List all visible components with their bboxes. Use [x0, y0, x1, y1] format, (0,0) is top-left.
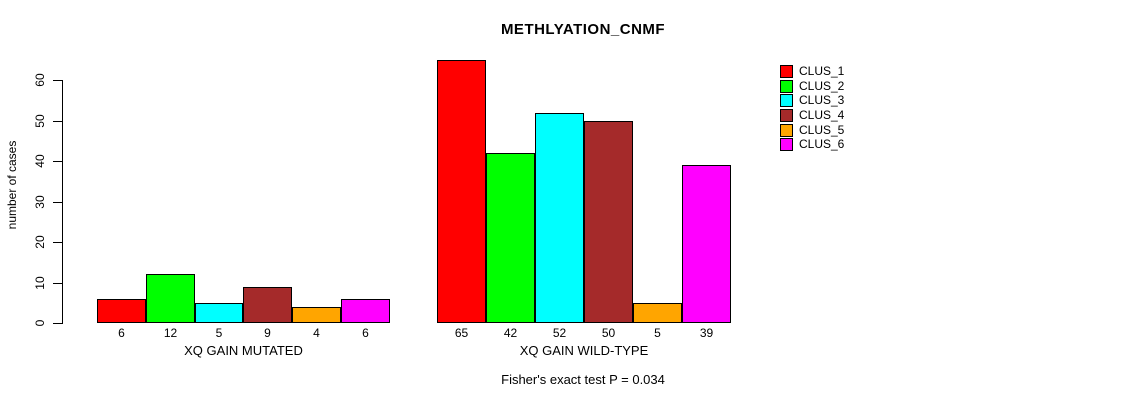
y-tick [53, 242, 62, 243]
y-tick-label: 10 [33, 276, 47, 290]
legend-swatch-clus_1 [780, 65, 793, 78]
bar-clus_3 [195, 303, 243, 323]
bar-value-label: 42 [503, 326, 518, 340]
bar-clus_6 [682, 165, 731, 323]
legend-swatch-clus_6 [780, 138, 793, 151]
bar-value-label: 5 [215, 326, 223, 340]
bar-clus_2 [146, 274, 195, 323]
legend-label: CLUS_5 [799, 123, 845, 137]
y-tick-label: 20 [33, 235, 47, 249]
group-label: XQ GAIN WILD-TYPE [519, 343, 649, 358]
bar-clus_3 [535, 113, 584, 323]
bar-value-label: 12 [163, 326, 178, 340]
bar-value-label: 39 [699, 326, 714, 340]
bar-value-label: 9 [264, 326, 271, 340]
legend-swatch-clus_3 [780, 94, 793, 107]
y-tick [53, 161, 62, 162]
bar-clus_1 [437, 60, 486, 323]
legend-label: CLUS_6 [799, 137, 845, 151]
group-label: XQ GAIN MUTATED [184, 343, 303, 358]
y-tick-label: 40 [33, 154, 47, 168]
bar-value-label: 6 [362, 326, 369, 340]
legend-label: CLUS_4 [799, 108, 845, 122]
legend-label: CLUS_1 [799, 64, 845, 78]
legend-label: CLUS_2 [799, 79, 845, 93]
legend-swatch-clus_4 [780, 109, 793, 122]
bar-value-label: 5 [654, 326, 661, 340]
y-tick-label: 50 [33, 114, 47, 128]
chart-title: METHLYATION_CNMF [500, 21, 666, 38]
bar-value-label: 65 [454, 326, 469, 340]
y-tick-label: 30 [33, 195, 47, 209]
y-axis-line [62, 80, 63, 324]
bar-value-label: 4 [313, 326, 320, 340]
legend-swatch-clus_5 [780, 124, 793, 137]
bar-value-label: 50 [601, 326, 616, 340]
bar-clus_6 [341, 299, 390, 323]
y-tick-label: 60 [33, 73, 47, 87]
bar-clus_1 [97, 299, 146, 323]
bar-value-label: 6 [118, 326, 125, 340]
bar-value-label: 52 [552, 326, 567, 340]
y-tick [53, 121, 62, 122]
bar-clus_4 [243, 287, 292, 323]
y-axis-label: number of cases [5, 140, 19, 230]
legend-swatch-clus_2 [780, 80, 793, 93]
y-tick [53, 283, 62, 284]
bar-clus_2 [486, 153, 535, 323]
legend-label: CLUS_3 [799, 93, 845, 107]
bar-clus_5 [292, 307, 341, 323]
bar-clus_4 [584, 121, 633, 323]
y-tick [53, 80, 62, 81]
y-tick-label: 0 [33, 319, 47, 327]
annotation-text: Fisher's exact test P = 0.034 [501, 372, 665, 387]
y-tick [53, 202, 62, 203]
y-tick [53, 323, 62, 324]
bar-clus_5 [633, 303, 682, 323]
